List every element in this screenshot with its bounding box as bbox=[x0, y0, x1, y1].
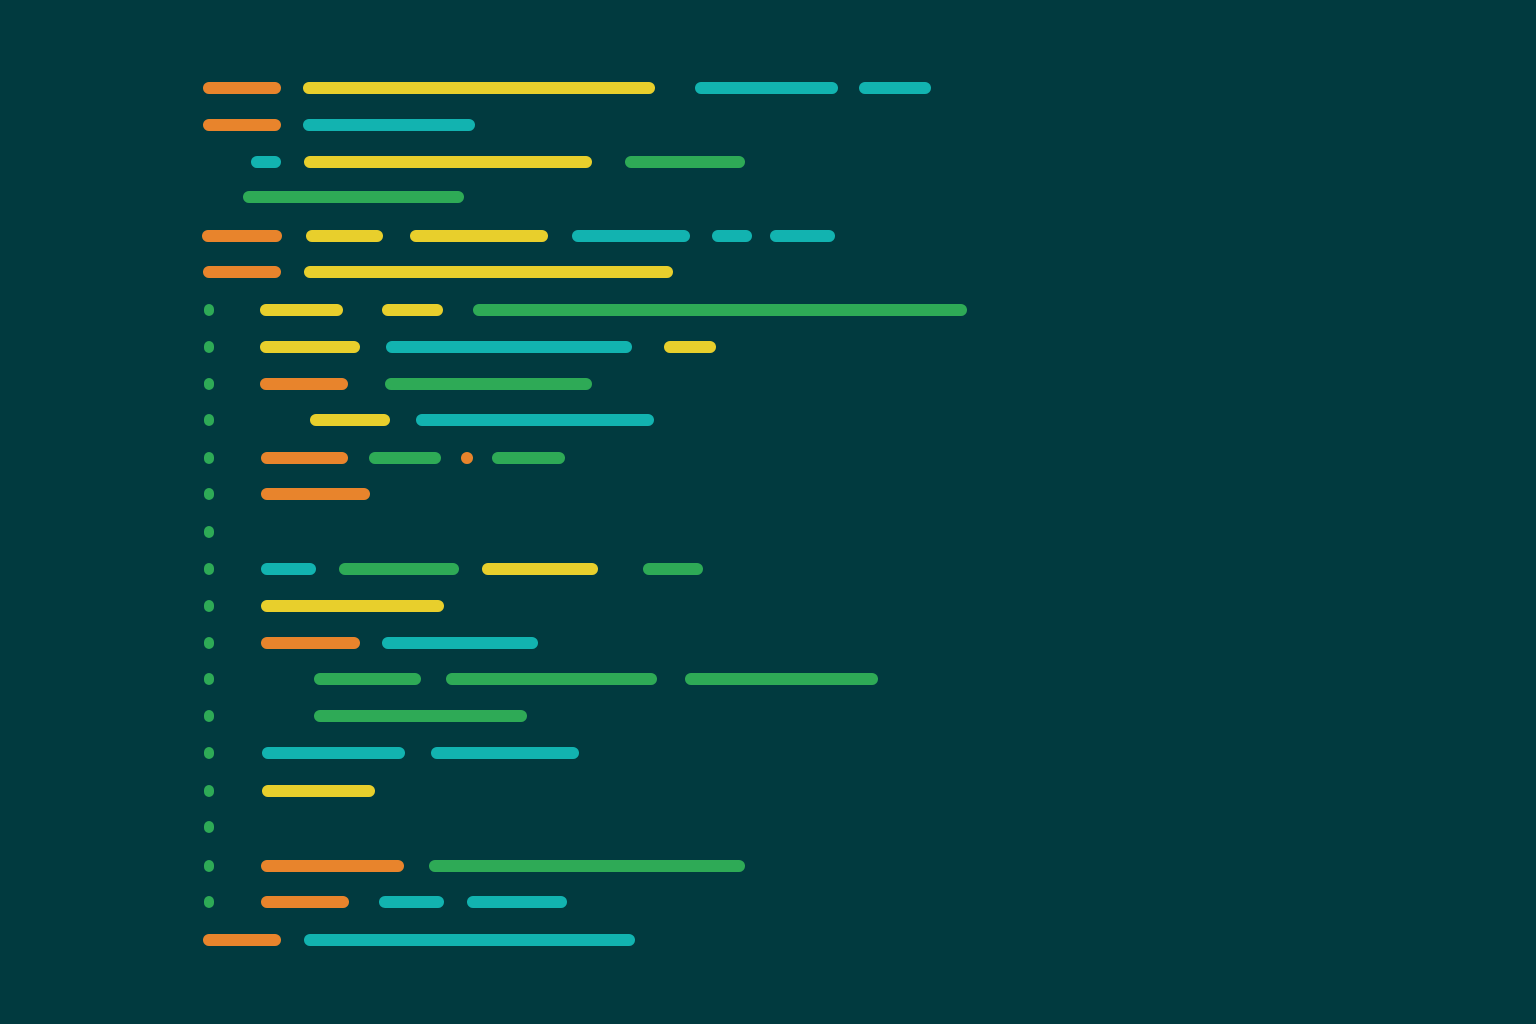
code-line bbox=[0, 525, 1536, 539]
code-line bbox=[0, 229, 1536, 243]
code-line bbox=[0, 155, 1536, 169]
code-token-keyword bbox=[203, 934, 281, 946]
code-token-comment bbox=[643, 563, 703, 575]
gutter-marker bbox=[204, 304, 214, 316]
code-token-string bbox=[261, 600, 444, 612]
code-token-keyword bbox=[461, 452, 473, 464]
gutter-marker bbox=[204, 860, 214, 872]
code-token-keyword bbox=[203, 82, 281, 94]
code-line bbox=[0, 451, 1536, 465]
code-token-comment bbox=[685, 673, 878, 685]
code-line bbox=[0, 636, 1536, 650]
code-token-identifier bbox=[303, 119, 475, 131]
code-line bbox=[0, 81, 1536, 95]
gutter-marker bbox=[204, 378, 214, 390]
code-token-identifier bbox=[467, 896, 567, 908]
code-token-keyword bbox=[261, 896, 349, 908]
code-token-identifier bbox=[431, 747, 579, 759]
code-token-comment bbox=[243, 191, 464, 203]
code-token-keyword bbox=[202, 230, 282, 242]
code-token-string bbox=[410, 230, 548, 242]
code-line bbox=[0, 377, 1536, 391]
code-token-string bbox=[303, 82, 655, 94]
code-token-comment bbox=[314, 673, 421, 685]
code-line bbox=[0, 933, 1536, 947]
code-token-string bbox=[306, 230, 383, 242]
code-token-comment bbox=[429, 860, 745, 872]
code-token-identifier bbox=[416, 414, 654, 426]
code-token-comment bbox=[369, 452, 441, 464]
code-token-keyword bbox=[261, 860, 404, 872]
code-line bbox=[0, 746, 1536, 760]
code-token-keyword bbox=[261, 637, 360, 649]
code-token-identifier bbox=[712, 230, 752, 242]
code-token-identifier bbox=[859, 82, 931, 94]
code-token-string bbox=[382, 304, 443, 316]
code-line bbox=[0, 190, 1536, 204]
gutter-marker bbox=[204, 710, 214, 722]
code-token-comment bbox=[473, 304, 967, 316]
code-token-comment bbox=[625, 156, 745, 168]
code-token-identifier bbox=[261, 563, 316, 575]
gutter-marker bbox=[204, 452, 214, 464]
code-token-string bbox=[260, 304, 343, 316]
code-line bbox=[0, 672, 1536, 686]
code-token-identifier bbox=[382, 637, 538, 649]
code-token-keyword bbox=[203, 266, 281, 278]
code-token-keyword bbox=[260, 378, 348, 390]
gutter-marker bbox=[204, 673, 214, 685]
code-token-identifier bbox=[251, 156, 281, 168]
code-token-identifier bbox=[572, 230, 690, 242]
code-token-identifier bbox=[770, 230, 835, 242]
code-line bbox=[0, 599, 1536, 613]
code-token-comment bbox=[492, 452, 565, 464]
code-token-string bbox=[664, 341, 716, 353]
code-line bbox=[0, 895, 1536, 909]
code-token-comment bbox=[314, 710, 527, 722]
code-line bbox=[0, 784, 1536, 798]
code-line bbox=[0, 265, 1536, 279]
code-token-comment bbox=[385, 378, 592, 390]
code-line bbox=[0, 303, 1536, 317]
code-token-keyword bbox=[261, 488, 370, 500]
gutter-marker bbox=[204, 896, 214, 908]
code-token-identifier bbox=[304, 934, 635, 946]
code-line bbox=[0, 562, 1536, 576]
code-token-string bbox=[304, 156, 592, 168]
code-token-string bbox=[262, 785, 375, 797]
code-line bbox=[0, 413, 1536, 427]
code-token-identifier bbox=[695, 82, 838, 94]
gutter-marker bbox=[204, 563, 214, 575]
code-token-comment bbox=[446, 673, 657, 685]
gutter-marker bbox=[204, 600, 214, 612]
gutter-marker bbox=[204, 414, 214, 426]
gutter-marker bbox=[204, 637, 214, 649]
code-token-identifier bbox=[262, 747, 405, 759]
code-line bbox=[0, 118, 1536, 132]
code-line bbox=[0, 820, 1536, 834]
gutter-marker bbox=[204, 747, 214, 759]
code-line bbox=[0, 487, 1536, 501]
code-token-identifier bbox=[379, 896, 444, 908]
code-token-string bbox=[260, 341, 360, 353]
gutter-marker bbox=[204, 526, 214, 538]
code-line bbox=[0, 859, 1536, 873]
code-token-string bbox=[482, 563, 598, 575]
code-token-string bbox=[304, 266, 673, 278]
gutter-marker bbox=[204, 821, 214, 833]
gutter-marker bbox=[204, 488, 214, 500]
code-token-keyword bbox=[261, 452, 348, 464]
code-token-comment bbox=[339, 563, 459, 575]
code-line bbox=[0, 709, 1536, 723]
gutter-marker bbox=[204, 341, 214, 353]
gutter-marker bbox=[204, 785, 214, 797]
code-token-string bbox=[310, 414, 390, 426]
code-token-keyword bbox=[203, 119, 281, 131]
code-token-identifier bbox=[386, 341, 632, 353]
code-line bbox=[0, 340, 1536, 354]
